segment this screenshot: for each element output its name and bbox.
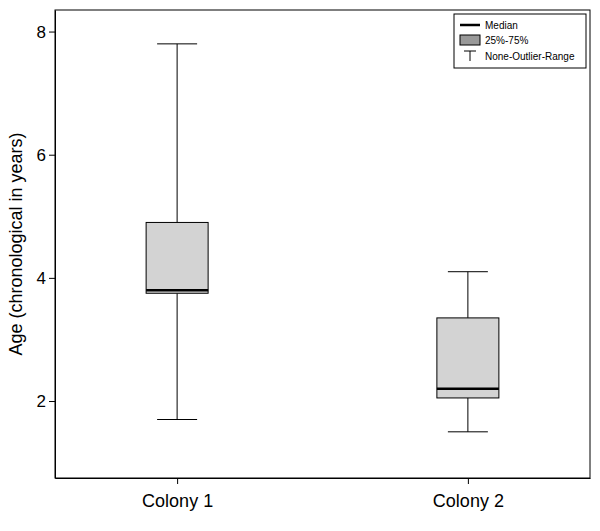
y-tick-mark [49,401,55,402]
x-tick-mark [468,478,469,484]
box [146,222,208,293]
lower-whisker [177,293,178,419]
x-tick-label: Colony 2 [433,491,504,511]
x-tick-label: Colony 1 [142,491,213,511]
legend-label: Median [485,20,518,31]
median-line [437,387,499,390]
y-tick-mark [49,32,55,33]
y-tick-label: 2 [37,392,46,411]
y-tick-label: 8 [37,22,46,41]
legend-label: None-Outlier-Range [485,51,575,62]
legend-symbol [464,51,476,61]
legend-symbol [460,35,480,45]
legend-label: 25%-75% [485,35,528,46]
box [437,318,499,398]
y-tick-mark [49,278,55,279]
legend: Median 25%-75% None-Outlier-Range [454,14,586,68]
legend-box [454,14,586,68]
x-tick: Colony 1 [142,478,213,511]
lower-whisker [467,398,468,432]
box-group [146,44,208,420]
plot-area: 2 4 6 8 Colony 1 Colony 2 [37,10,591,511]
y-tick-mark [49,155,55,156]
upper-cap [157,43,197,44]
lower-cap [157,419,197,420]
lower-cap [448,431,488,432]
x-axis: Colony 1 Colony 2 [56,478,591,511]
boxes [146,44,499,432]
y-tick: 8 [37,22,55,41]
upper-whisker [467,272,468,318]
y-tick: 6 [37,146,55,165]
y-tick: 4 [37,269,55,288]
y-axis-line [55,11,56,479]
chart: 2 4 6 8 Colony 1 Colony 2 Age (chronological i… [0,0,600,531]
y-tick-label: 6 [37,146,46,165]
plot-frame [55,10,590,478]
y-axis-title: Age (chronological in years) [6,132,26,355]
x-tick-mark [177,478,178,484]
legend-symbol [460,24,480,27]
upper-cap [448,271,488,272]
y-tick-label: 4 [37,269,46,288]
x-axis-line [56,478,591,479]
y-axis: 2 4 6 8 [37,11,56,479]
upper-whisker [177,44,178,223]
median-line [146,289,208,292]
x-tick: Colony 2 [433,478,504,511]
legend-symbol-stem [470,51,471,61]
box-group [437,272,499,432]
y-tick: 2 [37,392,55,411]
